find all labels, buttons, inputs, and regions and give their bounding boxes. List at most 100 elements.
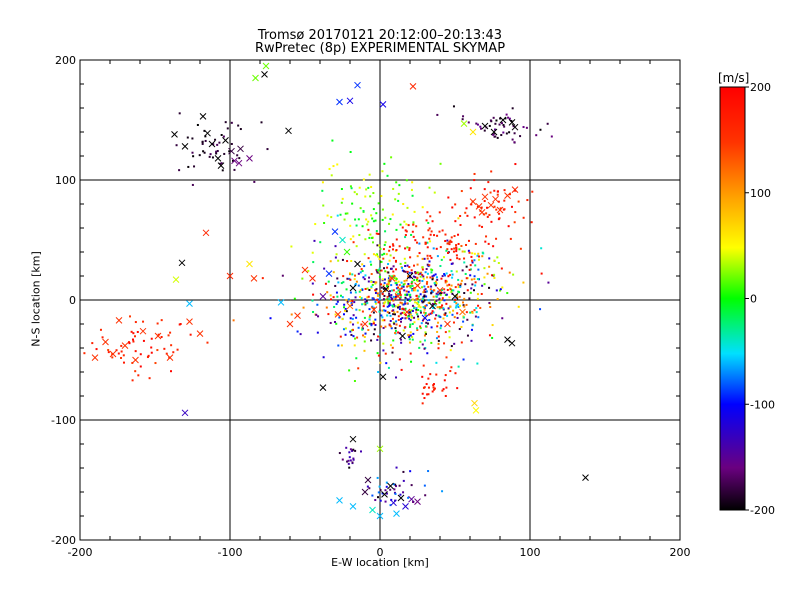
data-dot bbox=[402, 470, 405, 473]
data-dot bbox=[422, 306, 425, 309]
data-dot bbox=[429, 254, 432, 257]
data-dot bbox=[413, 279, 416, 282]
data-dot bbox=[487, 181, 490, 184]
data-dot bbox=[460, 341, 463, 344]
data-dot bbox=[216, 143, 219, 146]
data-dot bbox=[488, 334, 491, 337]
data-dot bbox=[406, 270, 409, 273]
data-dot bbox=[394, 198, 397, 201]
data-dot bbox=[455, 248, 458, 251]
data-dot bbox=[375, 230, 378, 233]
data-dot bbox=[444, 294, 447, 297]
data-dot bbox=[385, 298, 388, 301]
data-dot bbox=[495, 119, 498, 122]
data-dot bbox=[469, 311, 472, 314]
data-dot bbox=[445, 386, 448, 389]
data-dot bbox=[389, 314, 392, 317]
data-dot bbox=[362, 178, 365, 181]
data-dot bbox=[331, 139, 334, 142]
data-dot bbox=[433, 282, 436, 285]
data-dot bbox=[407, 290, 410, 293]
data-dot bbox=[392, 187, 395, 190]
data-dot bbox=[346, 460, 349, 463]
data-dot bbox=[371, 236, 374, 239]
data-x-marker bbox=[499, 116, 507, 124]
data-dot bbox=[397, 315, 400, 318]
data-dot bbox=[369, 314, 372, 317]
data-dot bbox=[488, 257, 491, 260]
data-dot bbox=[430, 230, 433, 233]
data-dot bbox=[201, 140, 204, 143]
data-dot bbox=[439, 265, 442, 268]
data-dot bbox=[462, 316, 465, 319]
data-dot bbox=[150, 346, 153, 349]
data-x-marker bbox=[414, 282, 421, 289]
data-dot bbox=[416, 241, 419, 244]
data-dot bbox=[83, 352, 86, 355]
data-dot bbox=[485, 235, 488, 238]
data-x-marker bbox=[331, 228, 339, 235]
data-dot bbox=[349, 448, 352, 451]
data-dot bbox=[232, 159, 235, 162]
data-dot bbox=[401, 302, 404, 305]
data-dot bbox=[481, 225, 484, 228]
data-dot bbox=[495, 208, 498, 211]
data-dot bbox=[411, 181, 414, 184]
data-dot bbox=[420, 300, 423, 303]
data-dot bbox=[530, 221, 533, 224]
data-dot bbox=[430, 312, 433, 315]
data-dot bbox=[349, 224, 352, 227]
data-dot bbox=[436, 278, 439, 281]
data-dot bbox=[393, 488, 396, 491]
data-dot bbox=[450, 284, 453, 287]
data-dot bbox=[361, 270, 364, 273]
data-dot bbox=[458, 295, 461, 298]
axes: -200 -100 0 100 200 -200 -100 0 100 200 bbox=[51, 54, 690, 559]
data-dot bbox=[425, 268, 428, 271]
data-dot bbox=[417, 305, 420, 308]
data-dot bbox=[495, 289, 498, 292]
data-dot bbox=[439, 292, 442, 295]
data-dot bbox=[386, 305, 389, 308]
data-dot bbox=[391, 243, 394, 246]
data-dot bbox=[454, 299, 457, 302]
data-dot bbox=[450, 270, 453, 273]
data-x-marker bbox=[252, 74, 259, 82]
data-dot bbox=[353, 278, 356, 281]
colorbar-tick-label: -100 bbox=[750, 398, 775, 411]
data-dot bbox=[462, 115, 465, 118]
data-dot bbox=[447, 275, 450, 278]
data-dot bbox=[341, 197, 344, 200]
data-dot bbox=[388, 222, 391, 225]
data-dot bbox=[383, 278, 386, 281]
data-dot bbox=[458, 248, 461, 251]
x-tick-label: -200 bbox=[68, 546, 93, 559]
data-dot bbox=[470, 278, 473, 281]
data-dot bbox=[408, 299, 411, 302]
data-dot bbox=[335, 291, 338, 294]
data-dot bbox=[167, 334, 170, 337]
data-x-marker bbox=[277, 299, 285, 306]
data-dot bbox=[329, 260, 332, 263]
data-dot bbox=[358, 186, 361, 189]
data-dot bbox=[386, 311, 389, 314]
data-dot bbox=[417, 295, 420, 298]
data-dot bbox=[349, 278, 352, 281]
data-dot bbox=[222, 135, 225, 138]
data-dot bbox=[131, 338, 134, 341]
data-dot bbox=[389, 319, 392, 322]
data-dot bbox=[476, 297, 479, 300]
data-dot bbox=[456, 296, 459, 299]
data-dot bbox=[130, 330, 133, 333]
data-dot bbox=[363, 335, 366, 338]
data-x-marker bbox=[504, 336, 511, 343]
data-dot bbox=[448, 330, 451, 333]
data-dot bbox=[429, 288, 432, 291]
data-dot bbox=[356, 321, 359, 324]
data-dot bbox=[441, 490, 444, 493]
data-dot bbox=[440, 324, 443, 327]
data-dot bbox=[230, 121, 233, 124]
data-dot bbox=[491, 336, 494, 339]
data-dot bbox=[467, 249, 470, 252]
data-dot bbox=[388, 294, 391, 297]
